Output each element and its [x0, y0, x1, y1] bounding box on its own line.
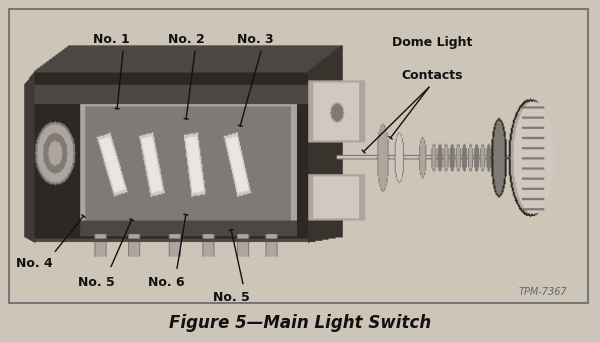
Text: No. 1: No. 1 — [92, 33, 130, 46]
Text: No. 6: No. 6 — [148, 276, 185, 289]
Text: Contacts: Contacts — [401, 69, 463, 82]
Text: No. 2: No. 2 — [167, 33, 205, 46]
Bar — [9, 9, 588, 303]
Text: No. 4: No. 4 — [16, 257, 53, 270]
Text: Figure 5—Main Light Switch: Figure 5—Main Light Switch — [169, 314, 431, 332]
Text: TPM-7367: TPM-7367 — [518, 287, 567, 298]
Text: Dome Light: Dome Light — [392, 36, 472, 49]
Text: No. 5: No. 5 — [77, 276, 115, 289]
Text: No. 5: No. 5 — [212, 291, 250, 304]
Text: No. 3: No. 3 — [236, 33, 274, 46]
